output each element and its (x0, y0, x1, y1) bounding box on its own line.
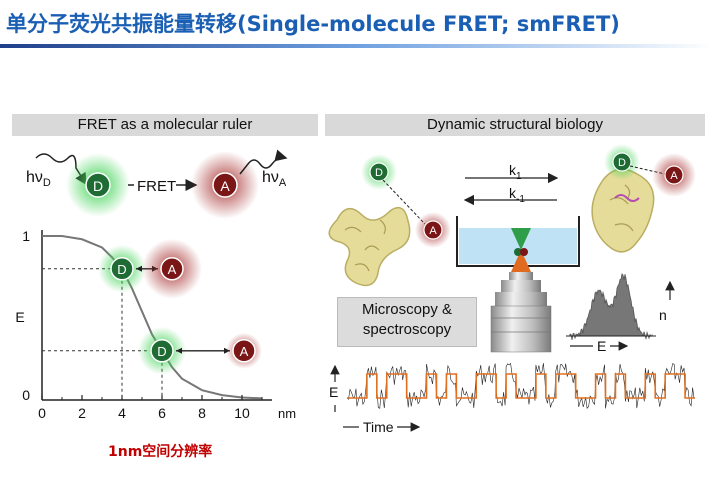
single-molecule-acceptor (520, 248, 528, 256)
excitation-cone (511, 228, 531, 250)
efficiency-curve (42, 235, 263, 400)
donor-circle (85, 172, 111, 198)
y-tick-label: 1 (22, 228, 30, 244)
page-title: 单分子荧光共振能量转移(Single-molecule FRET; smFRET… (6, 12, 620, 36)
acceptor-label: A (220, 178, 230, 194)
acceptor-label-open: A (429, 225, 437, 237)
dynamic-biology-diagram: D A k1 k-1 D A n E E Time (328, 144, 696, 435)
emission-wave-icon (239, 149, 288, 175)
histogram-distribution (569, 273, 653, 340)
k-reverse-label: k-1 (509, 185, 525, 205)
left-panel-header: FRET as a molecular ruler (12, 114, 318, 136)
title-divider (0, 44, 714, 48)
fret-efficiency-chart: 0 2 4 6 8 10 nm 0 1 E D A D A (15, 228, 296, 421)
acceptor-circle (232, 339, 256, 363)
fret-label: FRET (137, 178, 176, 195)
acceptor-circle-open (423, 220, 443, 240)
x-tick-label: 8 (198, 405, 206, 421)
x-axis-label: nm (278, 406, 296, 421)
excitation-wave-icon (35, 153, 87, 186)
donor-acceptor-distance-closed (629, 165, 666, 175)
x-tick-label: 6 (158, 405, 166, 421)
protein-closed-state (591, 168, 655, 253)
y-tick-label: 0 (22, 387, 30, 403)
acceptor-label: A (168, 262, 177, 277)
histogram-x-label: E (597, 338, 606, 354)
donor-circle-open (369, 162, 389, 182)
y-axis-label: E (15, 309, 24, 325)
trace-state-fit (347, 373, 695, 399)
single-molecule-donor (514, 248, 522, 256)
acceptor-circle (212, 172, 238, 198)
microscopy-line-1: Microscopy & (361, 301, 453, 318)
donor-label: D (93, 178, 103, 194)
objective-lens-icon (490, 272, 552, 353)
donor-label-open: D (375, 167, 383, 179)
trace-raw-signal (346, 362, 695, 410)
acceptor-label-closed: A (670, 170, 678, 182)
trace-y-label: E (329, 384, 338, 400)
fret-histogram (566, 273, 656, 340)
donor-acceptor-distance-open (382, 179, 426, 225)
k-forward-label: k1 (509, 162, 522, 182)
microscopy-spectroscopy-box: Microscopy & spectroscopy (337, 297, 477, 347)
acceptor-circle-closed (664, 165, 684, 185)
fret-ruler-diagram: hνD D FRET A hνA 0 2 4 6 8 10 nm 0 1 E D A D A (15, 149, 296, 421)
x-tick-label: 2 (78, 405, 86, 421)
trace-x-label: Time (363, 419, 394, 435)
microscopy-line-2: spectroscopy (362, 321, 452, 338)
resolution-caption: 1nm空间分辨率 (108, 444, 213, 460)
donor-label-closed: D (618, 157, 626, 169)
protein-open-state (328, 206, 411, 287)
x-tick-label: 0 (38, 405, 46, 421)
distance-arrowhead-left (176, 347, 182, 354)
distance-arrowhead-left (136, 265, 142, 272)
x-tick-label: 4 (118, 405, 126, 421)
donor-label: D (117, 262, 126, 277)
acceptor-label: A (240, 344, 249, 359)
donor-circle (150, 339, 174, 363)
right-panel-header: Dynamic structural biology (325, 114, 705, 136)
fret-time-trace (346, 362, 695, 410)
emission-cone (511, 250, 531, 272)
x-tick-label: 10 (234, 405, 250, 421)
h-nu-a-label: hνA (262, 169, 287, 189)
histogram-y-label: n (659, 307, 667, 323)
acceptor-circle (160, 257, 184, 281)
donor-circle (110, 257, 134, 281)
h-nu-d-label: hνD (26, 169, 51, 189)
donor-label: D (157, 344, 166, 359)
donor-circle-closed (612, 152, 632, 172)
